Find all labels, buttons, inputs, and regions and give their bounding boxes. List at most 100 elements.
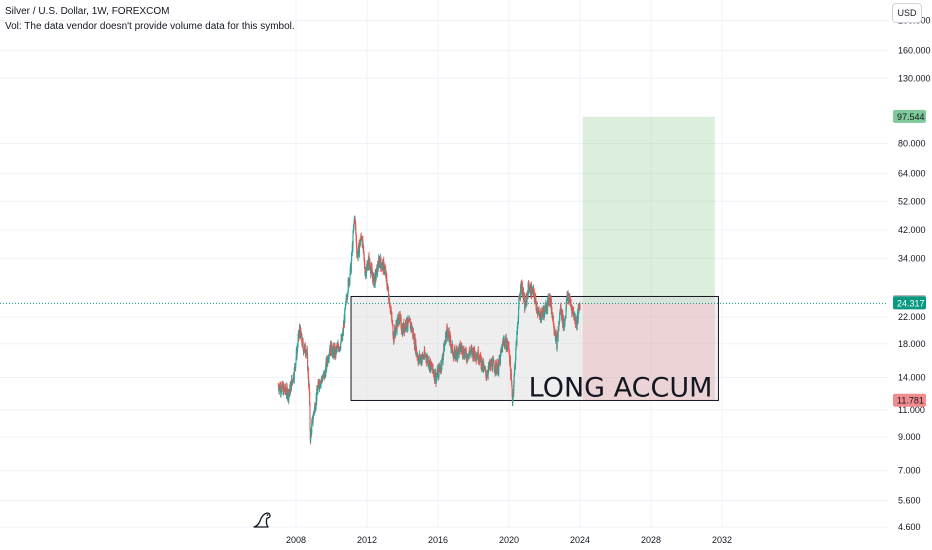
candle-body	[340, 342, 342, 349]
candle-body	[289, 385, 292, 393]
price-tag-target	[893, 109, 926, 123]
candle-body	[294, 366, 296, 368]
price-tag-current	[893, 296, 926, 310]
candle-body	[541, 307, 544, 313]
candle-body	[307, 354, 309, 371]
candle-body	[518, 308, 520, 320]
candle-body	[511, 385, 513, 395]
candle-body	[521, 282, 523, 289]
time-axis[interactable]: 2008 2012 2016 2020 2024 2028 2032	[286, 535, 732, 545]
candle-body	[316, 389, 318, 402]
candle-body	[548, 295, 550, 304]
symbol-title: Silver / U.S. Dollar, 1W, FOREXCOM	[5, 6, 170, 17]
candle-body	[406, 317, 408, 328]
candle-body	[349, 275, 351, 282]
candle-body	[550, 299, 552, 311]
candle-body	[405, 322, 407, 329]
price-axis[interactable]: 3.7504.6005.6007.0009.00011.00014.00018.…	[898, 0, 931, 550]
candle-body	[302, 342, 304, 349]
candle-body	[355, 237, 357, 247]
candle-body	[453, 355, 455, 359]
candle-body	[511, 380, 513, 386]
candle-body	[493, 360, 495, 366]
candle-body	[286, 389, 289, 399]
candle-body	[295, 358, 297, 363]
candle-body	[352, 232, 354, 248]
y-tick-label: 80.000	[898, 138, 926, 148]
candle-body	[362, 238, 364, 249]
candle-body	[565, 308, 567, 316]
candle-body	[513, 384, 515, 393]
candle-body	[535, 300, 537, 307]
x-tick-label: 2024	[570, 535, 590, 545]
candle-body	[434, 370, 436, 381]
candle-body	[344, 303, 347, 309]
candle-body	[547, 299, 549, 310]
candle-body	[415, 346, 418, 353]
candle-body	[539, 312, 541, 321]
accumulation-range-box[interactable]	[350, 295, 719, 401]
candle-body	[457, 347, 460, 349]
candle-body	[358, 245, 361, 254]
candle-body	[452, 344, 454, 354]
candle-body	[387, 290, 390, 299]
candle-body	[311, 419, 313, 424]
candle-body	[307, 368, 309, 379]
candle-body	[357, 245, 360, 253]
candle-body	[309, 391, 311, 405]
candle-body	[563, 324, 565, 328]
y-tick-label: 52.000	[898, 196, 926, 206]
x-tick-label: 2020	[499, 535, 519, 545]
candle-body	[455, 348, 457, 357]
candle-body	[559, 311, 561, 318]
y-tick-label: 42.000	[898, 225, 926, 235]
candle-body	[443, 344, 446, 352]
candle-body	[530, 285, 533, 296]
candle-body	[301, 333, 303, 343]
candle-body	[417, 359, 420, 364]
candle-body	[445, 334, 447, 343]
candle-body	[450, 343, 452, 350]
candle-body	[388, 298, 391, 307]
candle-body	[317, 382, 320, 384]
candle-body	[336, 345, 338, 349]
candle-body	[306, 349, 308, 355]
candle-body	[303, 351, 305, 353]
candle-body	[529, 286, 531, 291]
candle-body	[398, 315, 400, 324]
candle-body	[311, 423, 313, 434]
price-tag-label-stop: 11.781	[897, 396, 924, 406]
currency-button[interactable]: USD	[892, 3, 922, 23]
candle-body	[472, 349, 475, 359]
annotation-label[interactable]: LONG ACCUM	[529, 372, 713, 403]
candle-body	[437, 370, 439, 378]
candle-body	[499, 351, 502, 364]
candle-body	[386, 284, 388, 290]
candle-body	[489, 364, 491, 368]
candle-body	[512, 398, 514, 403]
candle-body	[441, 359, 443, 370]
target-zone	[582, 116, 715, 304]
candle-body	[310, 430, 312, 441]
candle-body	[373, 274, 375, 287]
candle-body	[295, 362, 297, 369]
candle-body	[403, 322, 405, 332]
candle-body	[369, 266, 371, 272]
candle-body	[555, 333, 557, 340]
candle-body	[556, 337, 558, 349]
candle-body	[378, 258, 380, 269]
candle-body	[509, 356, 511, 368]
candle-body	[545, 303, 547, 312]
x-tick-label: 2028	[641, 535, 661, 545]
candle-body	[557, 329, 559, 338]
candle-body	[573, 315, 575, 319]
candle-body	[349, 266, 351, 276]
candle-body	[309, 404, 311, 429]
candle-body	[303, 345, 306, 351]
candle-body	[317, 382, 319, 388]
y-tick-label: 18.000	[898, 339, 926, 349]
candle-body	[330, 343, 333, 353]
candle-body	[505, 342, 507, 346]
